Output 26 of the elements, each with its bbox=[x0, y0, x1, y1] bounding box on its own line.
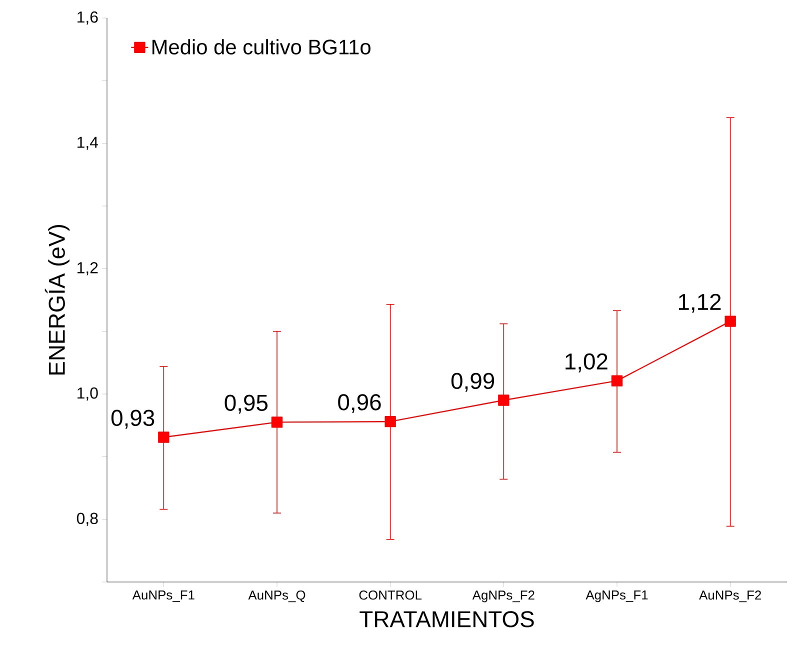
x-axis-title: TRATAMIENTOS bbox=[360, 611, 534, 628]
point bbox=[611, 375, 623, 386]
point bbox=[384, 416, 396, 428]
data-label: 1,02 bbox=[566, 353, 608, 372]
legend-label: Medio de cultivo BG11o bbox=[152, 39, 370, 54]
y-tick-label: 0,8 bbox=[76, 512, 98, 526]
y-axis-title: ENERGÍA (eV) bbox=[44, 225, 70, 375]
y-tick-label: 1,0 bbox=[78, 387, 98, 401]
data-label: 0,95 bbox=[224, 394, 268, 414]
y-tick-label: 1,4 bbox=[78, 136, 98, 150]
point bbox=[158, 432, 170, 443]
data-label: 0,96 bbox=[338, 394, 381, 414]
y-tick-label: 1,6 bbox=[78, 11, 98, 25]
point bbox=[271, 416, 283, 428]
data-label: 0,99 bbox=[451, 372, 494, 392]
data-label: 1,12 bbox=[678, 294, 721, 313]
point bbox=[724, 316, 736, 327]
x-tick-label: AuNPs_F1 bbox=[132, 590, 194, 602]
point bbox=[498, 394, 510, 406]
x-tick-label: AuNPs_Q bbox=[248, 590, 306, 602]
y-tick-label: 1,2 bbox=[78, 262, 98, 276]
x-tick-label: AgNPs_F1 bbox=[586, 590, 648, 602]
x-tick-label: AgNPs_F2 bbox=[472, 590, 534, 602]
x-tick-label: CONTROL bbox=[359, 590, 422, 600]
data-label: 0,93 bbox=[111, 410, 154, 429]
x-tick-label: AuNPs_F2 bbox=[699, 590, 761, 602]
